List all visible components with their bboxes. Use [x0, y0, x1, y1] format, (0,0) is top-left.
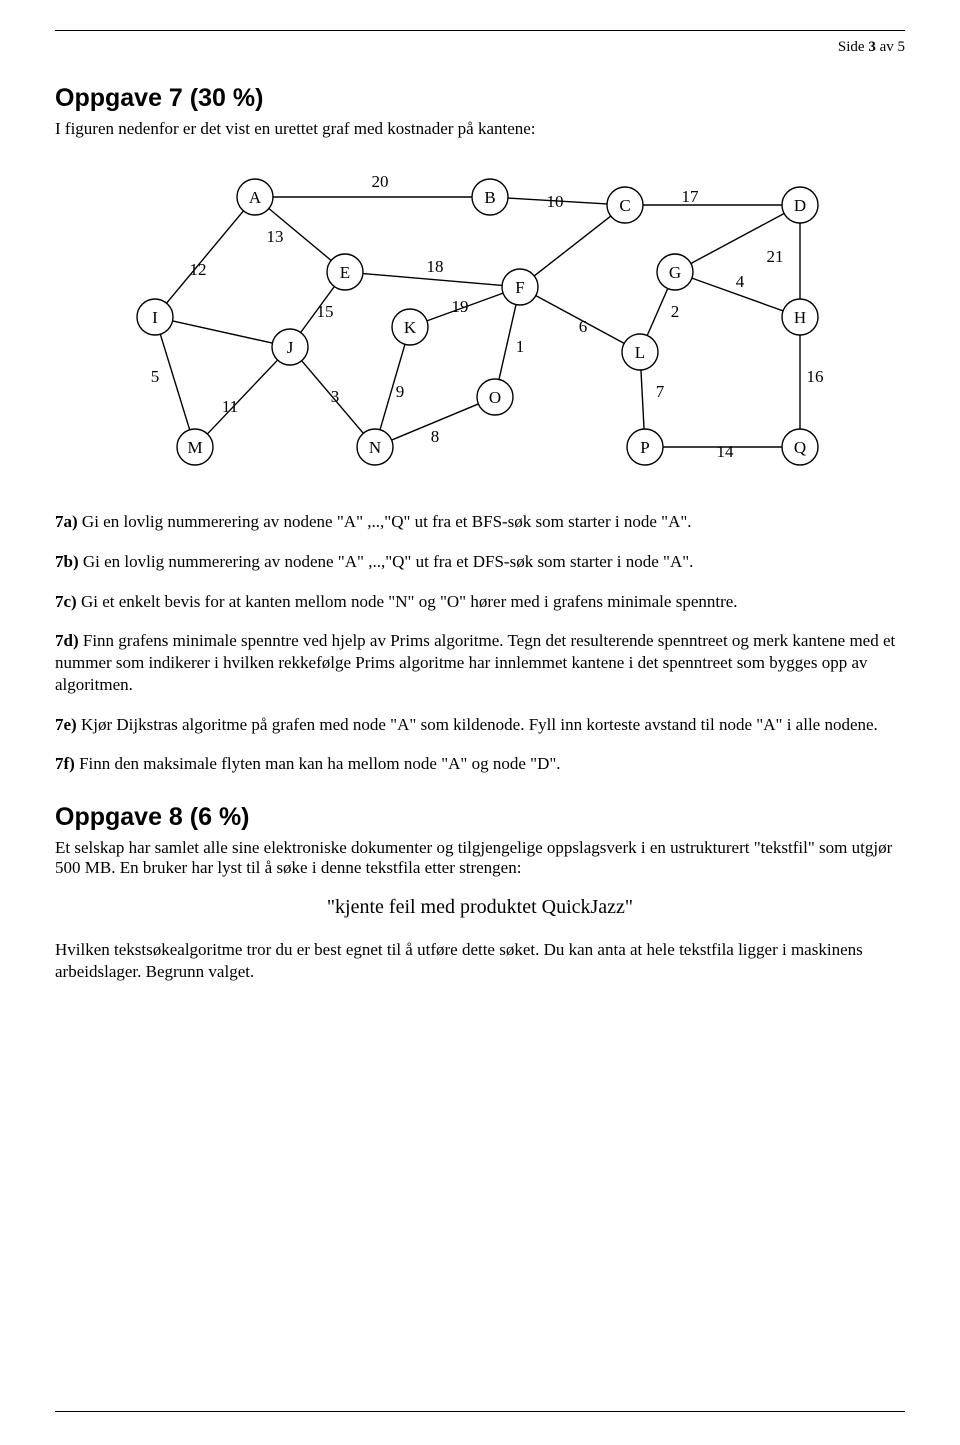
q7b-text: Gi en lovlig nummerering av nodene "A" ,… — [83, 552, 694, 571]
q7c: 7c) Gi et enkelt bevis for at kanten mel… — [55, 591, 905, 613]
svg-text:J: J — [287, 338, 294, 357]
q7e: 7e) Kjør Dijkstras algoritme på grafen m… — [55, 714, 905, 736]
svg-text:8: 8 — [431, 427, 440, 446]
svg-text:F: F — [515, 278, 524, 297]
bottom-rule — [55, 1411, 905, 1412]
svg-text:21: 21 — [767, 247, 784, 266]
top-rule — [55, 30, 905, 31]
svg-text:7: 7 — [656, 382, 665, 401]
q7c-label: 7c) — [55, 592, 81, 611]
q7f: 7f) Finn den maksimale flyten man kan ha… — [55, 753, 905, 775]
svg-text:K: K — [404, 318, 417, 337]
svg-text:12: 12 — [190, 260, 207, 279]
q7c-text: Gi et enkelt bevis for at kanten mellom … — [81, 592, 738, 611]
page-number-suffix: av 5 — [876, 39, 905, 55]
svg-text:14: 14 — [717, 442, 735, 461]
q7b: 7b) Gi en lovlig nummerering av nodene "… — [55, 551, 905, 573]
q7a: 7a) Gi en lovlig nummerering av nodene "… — [55, 511, 905, 533]
svg-text:10: 10 — [547, 192, 564, 211]
svg-text:D: D — [794, 196, 806, 215]
svg-text:O: O — [489, 388, 501, 407]
svg-text:4: 4 — [736, 272, 745, 291]
q7e-label: 7e) — [55, 715, 81, 734]
q7d: 7d) Finn grafens minimale spenntre ved h… — [55, 630, 905, 695]
svg-text:M: M — [187, 438, 202, 457]
q7d-text: Finn grafens minimale spenntre ved hjelp… — [55, 631, 895, 694]
svg-text:20: 20 — [372, 172, 389, 191]
oppgave8-follow: Hvilken tekstsøkealgoritme tror du er be… — [55, 939, 905, 983]
oppgave7-title: Oppgave 7 (30 %) — [55, 84, 905, 113]
svg-text:18: 18 — [427, 257, 444, 276]
svg-text:B: B — [484, 188, 495, 207]
svg-text:6: 6 — [579, 317, 588, 336]
oppgave8-title: Oppgave 8 (6 %) — [55, 803, 905, 832]
svg-text:I: I — [152, 308, 158, 327]
q7e-text: Kjør Dijkstras algoritme på grafen med n… — [81, 715, 878, 734]
page-number-bold: 3 — [868, 39, 876, 55]
q7f-label: 7f) — [55, 754, 79, 773]
svg-text:9: 9 — [396, 382, 405, 401]
svg-text:13: 13 — [267, 227, 284, 246]
q7a-text: Gi en lovlig nummerering av nodene "A" ,… — [82, 512, 692, 531]
svg-text:3: 3 — [331, 387, 340, 406]
page: Side 3 av 5 Oppgave 7 (30 %) I figuren n… — [0, 0, 960, 1445]
svg-text:17: 17 — [682, 187, 700, 206]
svg-text:P: P — [640, 438, 649, 457]
page-number: Side 3 av 5 — [55, 39, 905, 56]
svg-text:5: 5 — [151, 367, 160, 386]
svg-text:Q: Q — [794, 438, 806, 457]
svg-text:C: C — [619, 196, 630, 215]
q7f-text: Finn den maksimale flyten man kan ha mel… — [79, 754, 560, 773]
svg-text:15: 15 — [317, 302, 334, 321]
svg-text:19: 19 — [452, 297, 469, 316]
svg-text:H: H — [794, 308, 806, 327]
q7b-label: 7b) — [55, 552, 83, 571]
svg-text:1: 1 — [516, 337, 525, 356]
svg-text:L: L — [635, 343, 645, 362]
svg-text:E: E — [340, 263, 350, 282]
q7a-label: 7a) — [55, 512, 82, 531]
oppgave8-intro: Et selskap har samlet alle sine elektron… — [55, 838, 905, 878]
svg-text:G: G — [669, 263, 681, 282]
page-number-prefix: Side — [838, 39, 868, 55]
svg-text:11: 11 — [222, 397, 238, 416]
oppgave8-quote: "kjente feil med produktet QuickJazz" — [55, 896, 905, 919]
svg-text:16: 16 — [807, 367, 824, 386]
graph-container: 201312101721181561421651131997814ABCDEFG… — [55, 157, 905, 477]
svg-text:2: 2 — [671, 302, 680, 321]
graph-svg: 201312101721181561421651131997814ABCDEFG… — [100, 157, 860, 477]
q7d-label: 7d) — [55, 631, 83, 650]
oppgave7-intro: I figuren nedenfor er det vist en urette… — [55, 119, 905, 139]
svg-text:A: A — [249, 188, 262, 207]
svg-text:N: N — [369, 438, 381, 457]
